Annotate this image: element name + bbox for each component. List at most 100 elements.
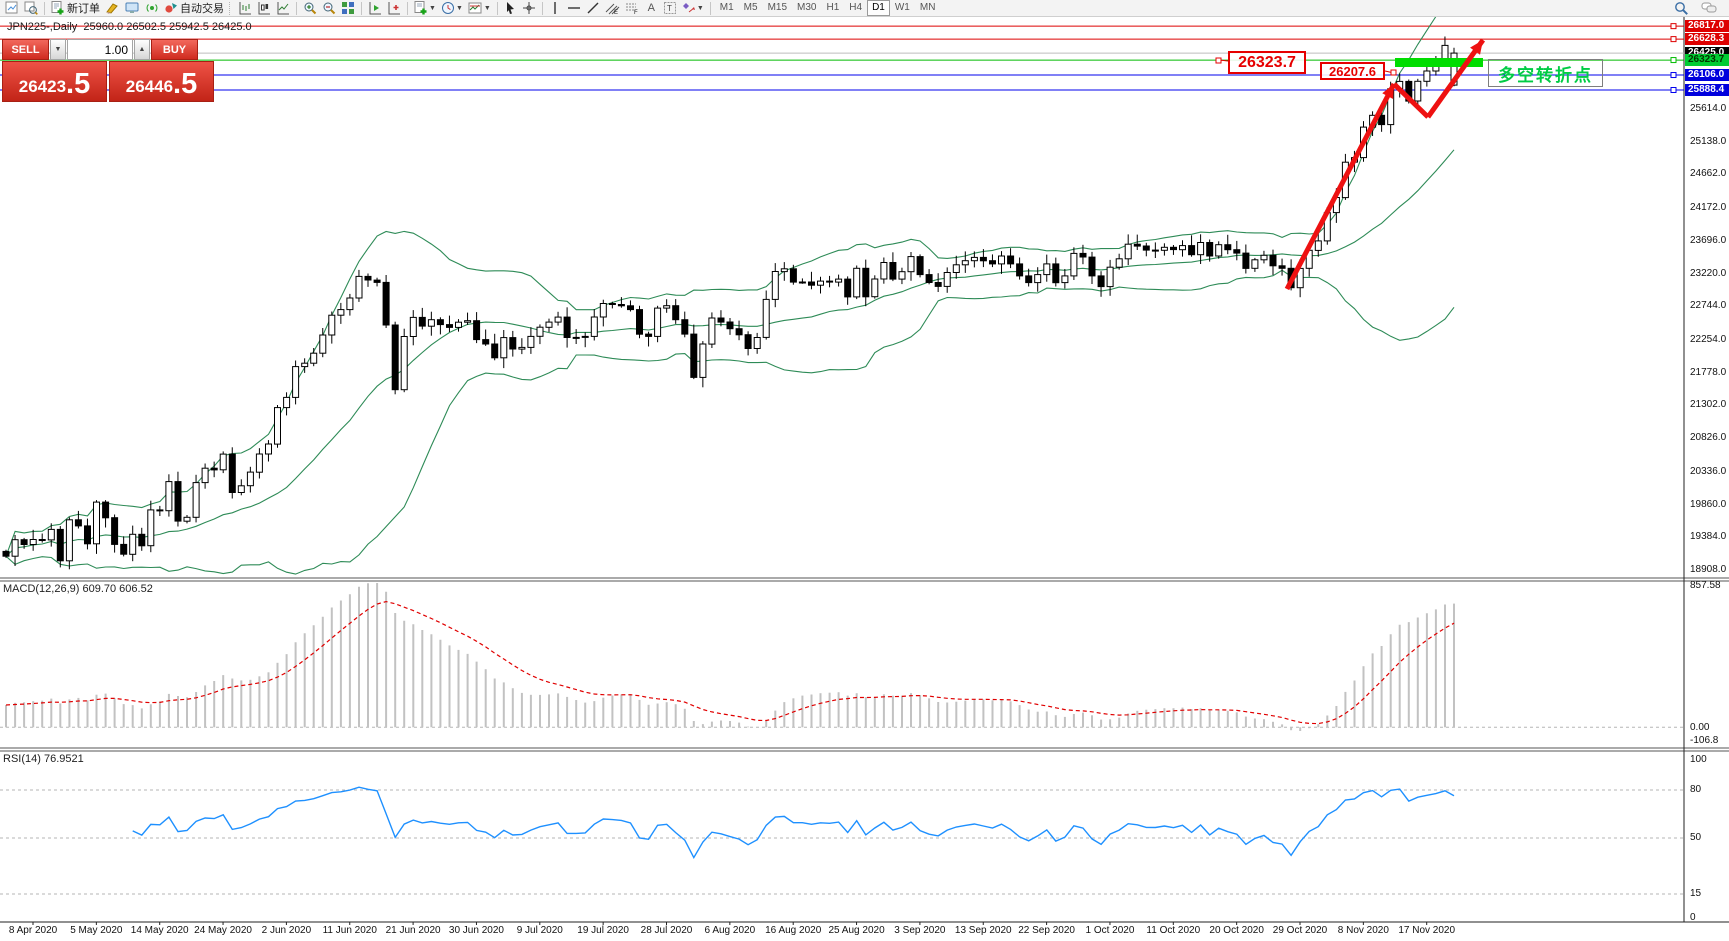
triangle-up-icon: ▲ [138,46,146,53]
zoom-window-icon[interactable] [22,1,40,16]
search-icon[interactable] [1672,1,1691,16]
bid-price-frac: .5 [66,68,91,101]
svg-text:F: F [634,10,638,15]
rsi-axis-tick: 50 [1690,832,1702,843]
toolbar-separator [361,1,362,15]
toolbar-separator [496,1,498,15]
date-axis-label: 3 Sep 2020 [894,925,946,936]
timeframe-m1[interactable]: M1 [719,2,734,13]
terminal-icon[interactable] [123,1,142,16]
period-button[interactable]: ▼ [439,1,465,16]
price-level-chip[interactable]: 26106.0 [1685,69,1729,82]
volume-input[interactable] [67,39,133,60]
date-axis-label: 30 Jun 2020 [448,925,504,936]
macd-axis-tick: 857.58 [1690,580,1721,591]
date-axis-label: 11 Jun 2020 [322,925,377,936]
price-level-chip[interactable]: 26323.7 [1685,54,1729,67]
sell-button[interactable]: SELL [2,39,49,60]
timeframe-w1[interactable]: W1 [894,2,910,13]
shapes-icon [682,3,695,13]
date-axis-label: 1 Oct 2020 [1085,925,1135,936]
chart-window-icon[interactable] [3,1,21,16]
timeframe-h4[interactable]: H4 [849,2,863,13]
price-axis-tick: 20826.0 [1690,432,1727,444]
chat-icon[interactable] [1699,1,1720,16]
price-axis-tick: 18908.0 [1690,564,1727,576]
template-icon [468,2,482,14]
macd-axis-tick: 0.00 [1690,722,1710,734]
toolbar-separator [44,1,45,15]
template-button[interactable]: ▼ [466,1,493,16]
new-order-icon [51,1,64,15]
date-axis-label: 8 Nov 2020 [1337,925,1389,936]
volume-decrease-button[interactable]: ▼ [50,39,66,60]
chevron-down-icon: ▼ [483,4,491,12]
line-chart-type-icon[interactable] [274,1,292,16]
new-order-label: 新订单 [67,3,100,15]
price-axis-tick: 23220.0 [1690,267,1727,279]
date-axis-label: 14 May 2020 [130,925,189,936]
timeframe-group: M1 M5 M15 M30 H1 H4 D1 W1 MN [715,0,941,16]
toolbar-separator [296,1,297,15]
price-axis-tick: 19384.0 [1690,531,1727,543]
ask-price-panel[interactable]: 26446.5 [109,61,214,102]
price-axis-tick: 20336.0 [1690,465,1727,477]
crosshair-icon[interactable] [520,1,538,16]
timeframe-m15[interactable]: M15 [767,2,788,13]
editor-icon[interactable] [103,1,122,16]
horizontal-line-tool-icon[interactable] [565,1,583,16]
chevron-down-icon: ▼ [455,4,463,12]
date-axis-label: 21 Jun 2020 [385,925,441,936]
timeframe-m30[interactable]: M30 [797,2,817,13]
text-tool-icon[interactable]: A [647,2,655,14]
auto-trading-button[interactable]: 自动交易 [162,1,226,16]
chevron-down-icon: ▼ [696,4,704,12]
rsi-axis-tick: 100 [1690,754,1707,765]
timeframe-m5[interactable]: M5 [743,2,758,13]
chart-shift-icon[interactable] [385,1,403,16]
bid-price-panel[interactable]: 26423.5 [2,61,107,102]
chevron-down-icon: ▼ [429,4,436,12]
ask-price-frac: .5 [173,68,198,101]
rsi-label: RSI(14) 76.9521 [3,753,84,765]
price-level-chip[interactable]: 26628.3 [1685,33,1729,46]
toolbar-separator [407,1,408,15]
candlestick-type-icon[interactable] [255,1,273,16]
volume-increase-button[interactable]: ▲ [134,39,150,60]
price-callout-26323[interactable]: 26323.7 [1228,51,1306,74]
turning-point-note[interactable]: 多空转折点 [1488,59,1603,87]
timeframe-d1[interactable]: D1 [867,0,890,16]
signals-icon[interactable] [143,1,161,16]
label-tool-icon[interactable]: T [661,1,679,16]
shapes-tool-button[interactable]: ▼ [680,1,706,16]
date-axis-label: 28 Jul 2020 [640,925,693,936]
macd-label: MACD(12,26,9) 609.70 606.52 [3,583,153,595]
timeframe-h1[interactable]: H1 [826,2,840,13]
svg-text:T: T [667,4,672,13]
zoom-in-icon[interactable] [301,1,319,16]
rsi-axis-tick: 0 [1690,912,1696,923]
timeframe-mn[interactable]: MN [919,2,936,13]
trendline-tool-icon[interactable] [584,1,602,16]
vertical-line-tool-icon[interactable] [547,1,564,16]
price-axis-tick: 21778.0 [1690,366,1727,378]
price-axis-tick: 24172.0 [1690,202,1727,214]
price-axis-tick: 22254.0 [1690,333,1727,345]
cursor-icon[interactable] [502,1,519,16]
price-level-chip[interactable]: 26817.0 [1685,20,1729,33]
one-click-trading-panel: SELL ▼ ▲ BUY 26423.5 26446.5 [2,39,214,102]
price-callout-26207[interactable]: 26207.6 [1320,62,1385,80]
new-order-button[interactable]: 新订单 [49,1,102,16]
zoom-out-icon[interactable] [320,1,338,16]
bar-chart-type-icon[interactable] [236,1,254,16]
auto-trading-icon [165,3,177,13]
tile-windows-icon[interactable] [339,1,357,16]
buy-button[interactable]: BUY [151,39,198,60]
auto-scroll-icon[interactable] [366,1,384,16]
price-level-chip[interactable]: 25888.4 [1685,84,1729,96]
channel-tool-icon[interactable]: E [603,1,622,16]
fibonacci-tool-icon[interactable]: F [623,1,642,16]
add-indicator-button[interactable]: ▼ [412,1,438,16]
toolbar-grip [229,1,233,15]
